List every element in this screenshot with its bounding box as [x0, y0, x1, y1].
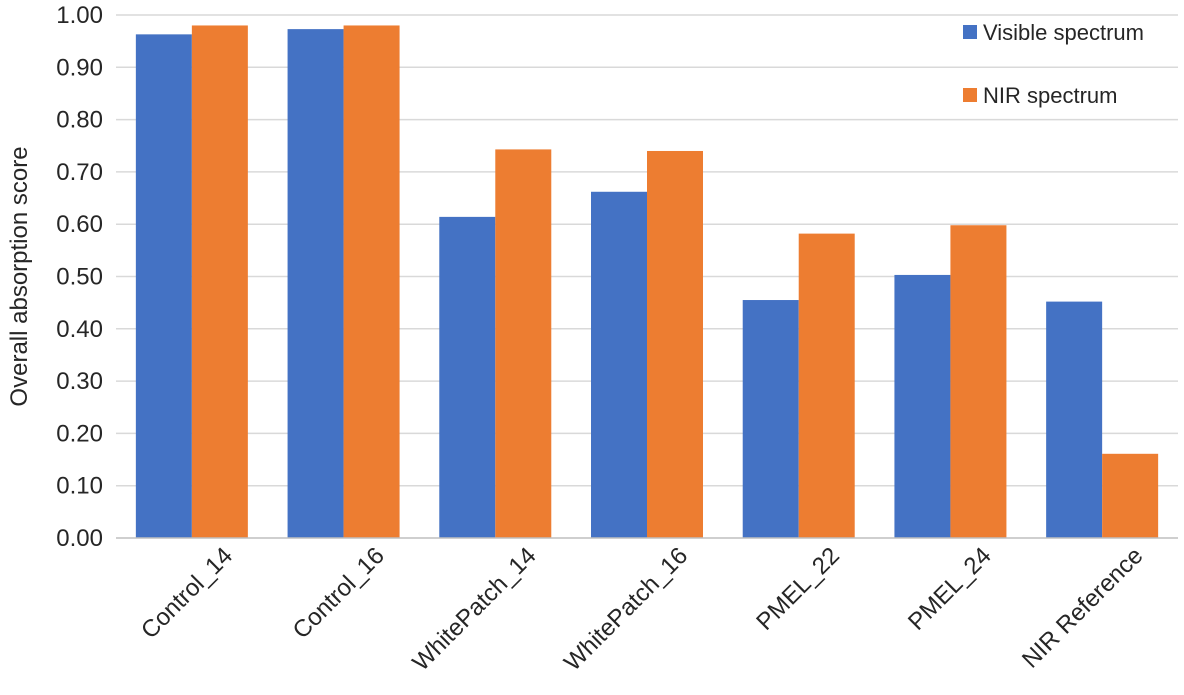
x-axis-ticks: Control_14 Control_16 WhitePatch_14 WhitePa… [136, 542, 1148, 676]
y-tick-label: 0.70 [56, 159, 103, 186]
bar-nir-control-16 [343, 25, 400, 538]
y-tick-label: 0.30 [56, 368, 103, 395]
legend-label: NIR spectrum [983, 83, 1117, 108]
y-axis-label: Overall absorption score [6, 146, 33, 406]
bar-visible-whitepatch-16 [591, 191, 647, 539]
x-tick-label: PMEL_22 [751, 542, 845, 636]
legend-swatch [963, 88, 977, 102]
y-axis-ticks: 0.00 0.10 0.20 0.30 0.40 0.50 0.60 0.70 0.80 0.90… [56, 2, 103, 552]
bar-visible-whitepatch-14 [439, 216, 496, 539]
x-tick-label: PMEL_24 [903, 542, 997, 636]
x-tick-label: WhitePatch_16 [559, 542, 693, 676]
y-tick-label: 1.00 [56, 2, 103, 29]
bar-nir-pmel-22 [798, 233, 855, 538]
y-tick-label: 0.40 [56, 316, 103, 343]
x-tick-label: NIR Reference [1017, 542, 1148, 673]
y-tick-label: 0.60 [56, 211, 103, 238]
y-tick-label: 0.20 [56, 420, 103, 447]
bar-nir-pmel-24 [950, 225, 1007, 538]
legend-label: Visible spectrum [983, 20, 1144, 45]
y-tick-label: 0.00 [56, 525, 103, 552]
bar-nir-nir-reference [1102, 453, 1159, 538]
bar-nir-control-14 [191, 25, 248, 538]
bar-visible-pmel-22 [742, 300, 799, 538]
bar-nir-whitepatch-16 [647, 150, 703, 539]
y-tick-label: 0.80 [56, 107, 103, 134]
x-tick-label: Control_16 [288, 542, 390, 644]
bar-visible-pmel-24 [894, 274, 951, 538]
y-tick-label: 0.50 [56, 264, 103, 291]
x-tick-label: Control_14 [136, 542, 238, 644]
bar-visible-control-16 [287, 29, 344, 538]
bar-nir-whitepatch-14 [495, 149, 552, 538]
bar-visible-nir-reference [1046, 301, 1103, 538]
bars [135, 25, 1159, 539]
legend: Visible spectrum NIR spectrum [963, 20, 1144, 108]
bar-visible-control-14 [135, 34, 192, 538]
y-tick-label: 0.10 [56, 473, 103, 500]
y-tick-label: 0.90 [56, 54, 103, 81]
x-tick-label: WhitePatch_14 [407, 542, 541, 676]
legend-swatch [963, 25, 977, 39]
